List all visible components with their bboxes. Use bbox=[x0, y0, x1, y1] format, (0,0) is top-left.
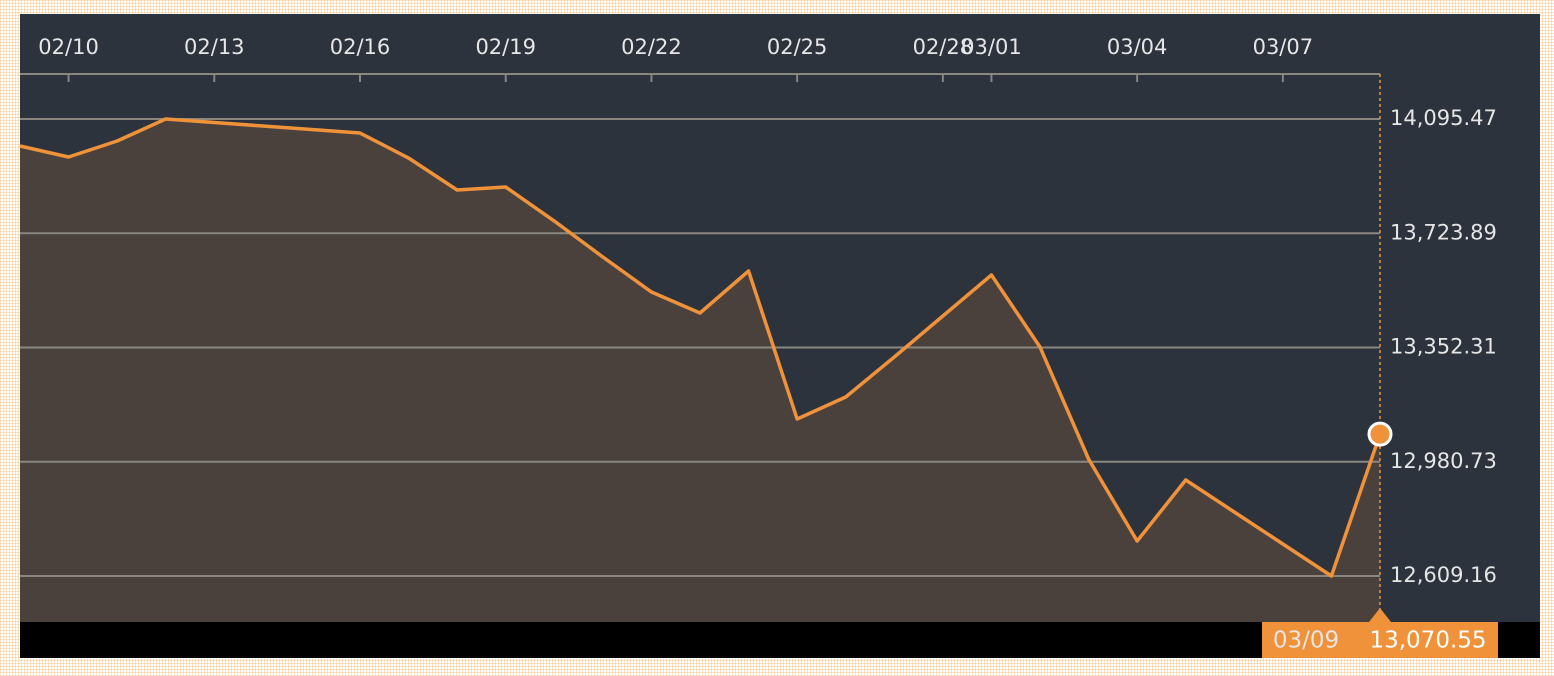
x-tick-label: 02/19 bbox=[475, 35, 536, 59]
x-tick-label: 03/07 bbox=[1253, 35, 1314, 59]
x-tick-label: 02/13 bbox=[184, 35, 245, 59]
y-tick-label: 13,723.89 bbox=[1390, 220, 1497, 244]
x-tick-label: 03/04 bbox=[1107, 35, 1168, 59]
x-tick-label: 02/25 bbox=[767, 35, 828, 59]
x-tick-label: 02/22 bbox=[621, 35, 682, 59]
tooltip-value: 13,070.55 bbox=[1369, 628, 1486, 654]
x-tick-label: 03/01 bbox=[961, 35, 1022, 59]
tooltip-date: 03/09 bbox=[1273, 628, 1339, 654]
y-tick-label: 14,095.47 bbox=[1390, 106, 1497, 130]
point bbox=[1367, 421, 1393, 447]
line bbox=[19, 117, 1382, 578]
x-tick-label: 02/10 bbox=[38, 35, 99, 59]
y-tick-label: 13,352.31 bbox=[1390, 335, 1497, 359]
y-tick-label: 12,980.73 bbox=[1390, 449, 1497, 473]
tooltip-pointer bbox=[1369, 608, 1391, 622]
tooltip bbox=[1262, 622, 1498, 658]
y-tick-label: 12,609.16 bbox=[1390, 563, 1497, 587]
area bbox=[20, 118, 1380, 622]
x-tick-label: 02/28 bbox=[913, 35, 974, 59]
x-tick-label: 02/16 bbox=[330, 35, 391, 59]
